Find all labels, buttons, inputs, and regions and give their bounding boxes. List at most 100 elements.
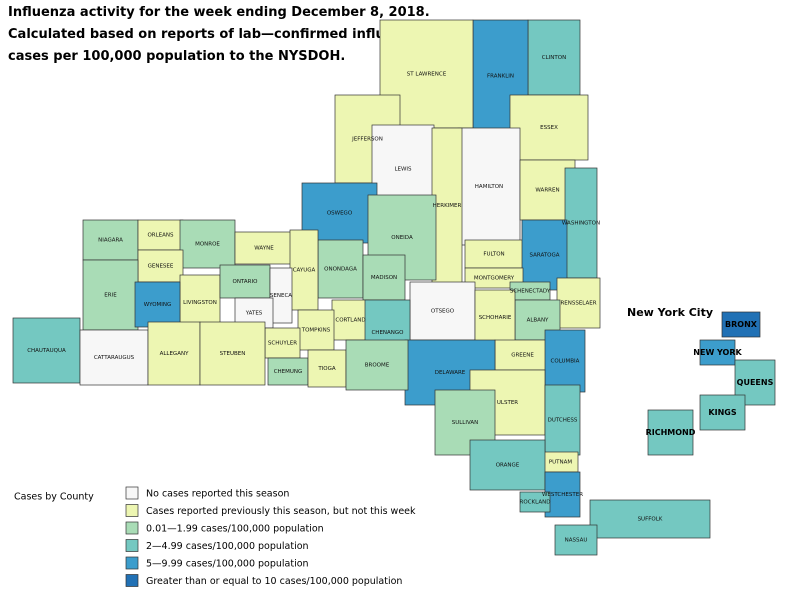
legend-label: No cases reported this season: [146, 489, 289, 500]
county-label: MONROE: [195, 242, 220, 248]
legend-title: Cases by County: [14, 492, 94, 503]
county-label: MONTGOMERY: [474, 276, 515, 282]
county: [431, 127, 463, 284]
county-label: FULTON: [483, 252, 504, 258]
county: [269, 267, 293, 324]
county: [509, 94, 589, 161]
legend-label: 5—9.99 cases/100,000 population: [146, 559, 309, 570]
county: [79, 329, 149, 386]
county-label: HAMILTON: [475, 184, 503, 190]
county: [464, 239, 524, 269]
county-label: OSWEGO: [327, 211, 353, 217]
county: [331, 299, 370, 341]
county-label: NEW YORK: [693, 348, 742, 357]
county-label: MADISON: [371, 275, 397, 281]
county-label: WASHINGTON: [562, 221, 600, 227]
county: [554, 524, 598, 556]
county: [464, 267, 524, 289]
legend: No cases reported this season Cases repor…: [125, 486, 416, 587]
county-label: COLUMBIA: [551, 359, 580, 365]
county-label: ORLEANS: [147, 233, 174, 239]
county: [297, 309, 335, 351]
county-label: YATES: [245, 311, 263, 317]
county: [179, 219, 236, 269]
county: [82, 219, 139, 261]
county-label: DELAWARE: [435, 370, 466, 376]
county: [12, 317, 81, 384]
county: [82, 259, 139, 331]
county-label: SUFFOLK: [638, 517, 663, 523]
county-label: OTSEGO: [431, 309, 455, 315]
county-label: TIOGA: [317, 366, 336, 372]
county: [556, 277, 601, 329]
county-label: ALBANY: [527, 318, 549, 324]
county-label: ULSTER: [497, 400, 518, 406]
county: [147, 321, 201, 386]
county: [317, 239, 364, 299]
county: [474, 289, 516, 346]
county-label: CHEMUNG: [274, 369, 303, 375]
county-label: ALLEGANY: [160, 351, 190, 357]
county: [544, 471, 581, 518]
county-label: TOMPKINS: [301, 328, 331, 334]
county-label: WAYNE: [254, 246, 274, 252]
legend-label: 2—4.99 cases/100,000 population: [146, 541, 309, 552]
county-label: ST LAWRENCE: [407, 72, 447, 78]
county: [289, 229, 319, 311]
county: [527, 19, 581, 96]
county-label: BRONX: [725, 320, 758, 329]
county: [267, 357, 309, 386]
county-label: JEFFERSON: [351, 137, 383, 143]
county-labels: CLINTON FRANKLIN ST LAWRENCE ESSEX JEFFERSON…: [27, 55, 773, 544]
county: [199, 321, 266, 386]
county-label: SCHUYLER: [268, 341, 297, 347]
county-label: CHAUTAUQUA: [27, 348, 66, 354]
county: [362, 254, 406, 301]
county-label: NIAGARA: [98, 238, 123, 244]
legend-swatch: [125, 539, 139, 552]
county: [307, 349, 347, 388]
county-label: SENECA: [270, 293, 292, 299]
county: [264, 327, 301, 359]
county: [699, 339, 736, 366]
county: [137, 249, 184, 283]
county-label: DUTCHESS: [548, 418, 578, 424]
county: [647, 409, 694, 456]
county-label: FRANKLIN: [487, 74, 514, 80]
inset-title: New York City: [627, 306, 713, 319]
county: [519, 491, 551, 513]
county-label: GREENE: [511, 353, 534, 359]
county: [345, 339, 409, 391]
counties: [12, 19, 776, 556]
county-label: LEWIS: [394, 167, 412, 173]
county-label: ESSEX: [540, 125, 558, 131]
county-label: SCHOHARIE: [479, 315, 512, 321]
county: [699, 394, 746, 431]
legend-swatch: [125, 486, 139, 500]
county-label: GENESEE: [148, 264, 174, 270]
county-label: RICHMOND: [646, 428, 696, 437]
legend-label: 0.01—1.99 cases/100,000 population: [146, 524, 324, 535]
county: [544, 384, 581, 456]
county-label: WYOMING: [144, 302, 172, 308]
legend-label: Greater than or equal to 10 cases/100,00…: [146, 576, 402, 587]
county-label: ONEIDA: [391, 235, 413, 241]
county: [564, 167, 598, 279]
county-label: ERIE: [104, 293, 117, 299]
title-line: cases per 100,000 population to the NYSD…: [8, 49, 345, 64]
legend-swatch: [125, 574, 139, 587]
county: [589, 499, 711, 539]
county-label: WARREN: [535, 188, 559, 194]
county-label: BROOME: [365, 363, 390, 369]
title-line: Calculated based on reports of lab—confi…: [8, 27, 419, 42]
county: [179, 274, 221, 331]
county-label: PUTNAM: [549, 460, 573, 466]
county-label: SULLIVAN: [452, 420, 479, 426]
county-label: CORTLAND: [335, 318, 365, 324]
county-label: SARATOGA: [529, 253, 559, 259]
county-label: CLINTON: [542, 55, 566, 61]
county-label: CATTARAUGUS: [94, 355, 135, 361]
county: [721, 311, 761, 338]
county-label: ONONDAGA: [324, 267, 357, 273]
